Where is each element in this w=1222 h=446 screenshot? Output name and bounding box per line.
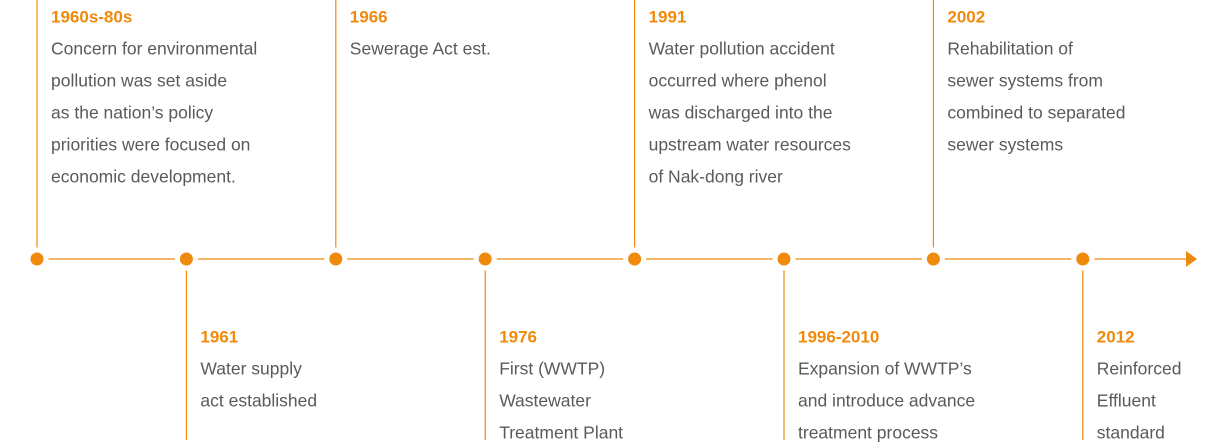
event-description: Concern for environmental (51, 39, 257, 59)
event-description: treatment process (798, 423, 938, 443)
event-description: Water pollution accident (649, 39, 835, 59)
timeline-arrow (1186, 251, 1197, 267)
event-description: Sewerage Act est. (350, 39, 491, 59)
event-year: 1991 (649, 7, 687, 26)
event-description: Rehabilitation of (947, 39, 1073, 59)
event-description: combined to separated (947, 103, 1125, 123)
event-dot (324, 247, 348, 271)
event-description: act established (200, 391, 317, 411)
event-description: First (WWTP) (499, 359, 605, 379)
event-year: 1976 (499, 327, 537, 346)
event-description: was discharged into the (648, 103, 833, 123)
event-description: sewer systems from (947, 71, 1103, 91)
event-description: occurred where phenol (649, 71, 827, 91)
event-year: 2002 (947, 7, 985, 26)
event-dot (473, 247, 497, 271)
event-description: economic development. (51, 167, 236, 187)
event-dot (1071, 247, 1095, 271)
event-description: priorities were focused on (51, 135, 250, 155)
event-description: Expansion of WWTP’s (798, 359, 972, 379)
event-dot (174, 247, 198, 271)
event-description: Treatment Plant (499, 423, 623, 443)
event-description: Water supply (200, 359, 302, 379)
event-description: upstream water resources (649, 135, 852, 155)
event-year: 2012 (1097, 327, 1135, 346)
event-year: 1996-2010 (798, 327, 879, 346)
event-description: standard (1097, 423, 1165, 443)
event-dot (921, 247, 945, 271)
event-dot (25, 247, 49, 271)
event-description: as the nation’s policy (51, 103, 213, 123)
event-description: and introduce advance (798, 391, 975, 411)
event-dot (623, 247, 647, 271)
event-description: pollution was set aside (51, 71, 227, 91)
event-description: of Nak-dong river (649, 167, 783, 187)
event-year: 1960s-80s (51, 7, 132, 26)
event-year: 1961 (200, 327, 238, 346)
event-year: 1966 (350, 7, 388, 26)
event-description: Effluent (1097, 391, 1156, 411)
event-dot (772, 247, 796, 271)
event-description: Wastewater (499, 391, 591, 411)
event-description: sewer systems (947, 135, 1063, 155)
event-description: Reinforced (1097, 359, 1182, 379)
